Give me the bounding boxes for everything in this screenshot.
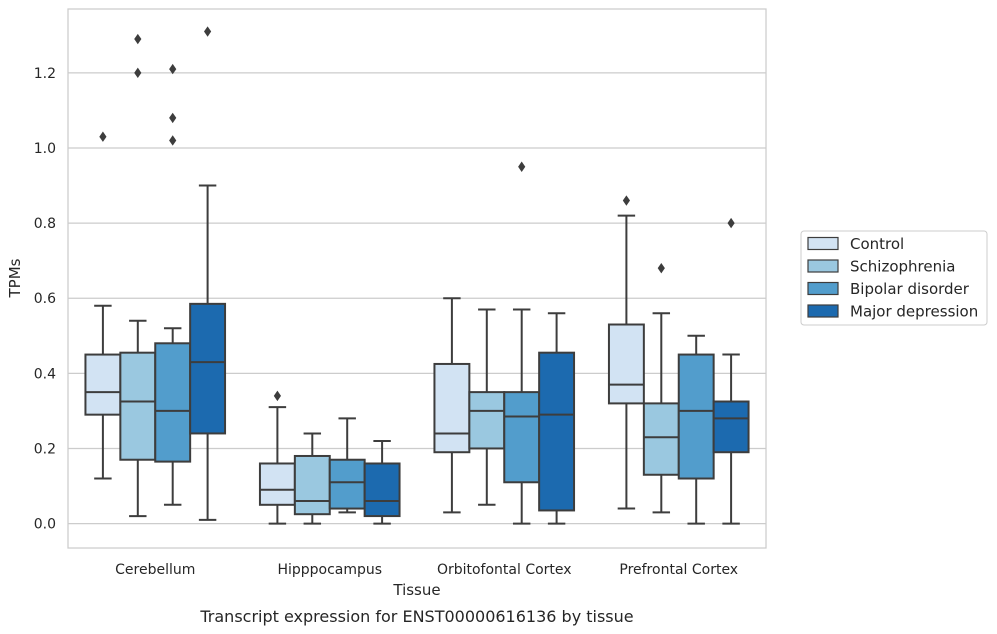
legend-entry: Schizophrenia xyxy=(807,258,955,276)
y-tick-label: 0.4 xyxy=(34,366,56,382)
outlier-marker xyxy=(169,112,177,124)
y-tick-labels: 0.0 0.2 0.4 0.6 0.8 1.0 1.2 xyxy=(34,66,56,533)
box-body xyxy=(258,462,296,506)
box xyxy=(538,312,576,525)
box-body xyxy=(328,458,366,510)
box xyxy=(363,439,401,525)
outlier-marker xyxy=(134,67,142,79)
box-body xyxy=(468,391,506,450)
legend-swatch xyxy=(807,259,839,273)
plot-frame xyxy=(67,8,767,549)
legend-label: Schizophrenia xyxy=(850,258,955,276)
x-tick-label: Prefrontal Cortex xyxy=(619,562,738,578)
box-layer xyxy=(84,26,750,525)
outlier-marker xyxy=(518,161,526,172)
box xyxy=(119,33,157,518)
box-body xyxy=(293,454,331,516)
box xyxy=(189,26,227,521)
box xyxy=(433,297,471,514)
x-tick-label: Hipppocampus xyxy=(277,562,382,578)
box-body xyxy=(433,362,471,454)
box-body xyxy=(642,402,680,476)
box xyxy=(607,195,645,510)
x-tick-labels: Cerebellum Hipppocampus Orbitofontal Corte… xyxy=(115,562,738,578)
box xyxy=(712,217,750,525)
outlier-marker xyxy=(727,217,735,229)
y-tick-label: 0.6 xyxy=(34,291,56,307)
outlier-marker xyxy=(99,131,107,142)
box-body xyxy=(677,353,715,480)
x-tick-label: Orbitofontal Cortex xyxy=(437,562,572,578)
y-tick-label: 1.0 xyxy=(34,141,56,157)
figure-caption: Transcript expression for ENST0000061613… xyxy=(199,607,633,626)
box-body xyxy=(538,351,576,512)
outlier-marker xyxy=(622,195,630,206)
y-tick-label: 0.0 xyxy=(34,517,56,533)
box xyxy=(258,390,296,525)
y-axis-label: TPMs xyxy=(6,258,24,298)
x-tick-label: Cerebellum xyxy=(115,562,195,578)
box xyxy=(642,262,680,514)
legend-entry: Control xyxy=(807,235,904,253)
outlier-marker xyxy=(204,26,212,37)
box xyxy=(468,308,506,506)
y-tick-label: 0.2 xyxy=(34,441,56,457)
outlier-marker xyxy=(657,262,665,274)
outlier-marker xyxy=(134,33,142,45)
legend-label: Control xyxy=(850,235,904,253)
box-body xyxy=(363,462,401,518)
legend-swatch xyxy=(807,304,839,318)
box-body xyxy=(84,353,122,416)
legend: Control Schizophrenia Bipolar disorder Majo… xyxy=(800,230,988,326)
legend-frame xyxy=(800,230,988,326)
box-body xyxy=(154,342,192,463)
outlier-marker xyxy=(169,135,177,146)
box-body xyxy=(607,323,645,405)
legend-entry: Bipolar disorder xyxy=(807,280,970,298)
x-axis-label: Tissue xyxy=(392,581,440,599)
box xyxy=(503,161,541,525)
y-tick-label: 0.8 xyxy=(34,216,56,232)
box-body xyxy=(712,400,750,454)
legend-entry: Major depression xyxy=(807,303,978,321)
legend-label: Major depression xyxy=(850,303,978,321)
y-tick-label: 1.2 xyxy=(34,66,56,82)
box xyxy=(293,432,331,525)
legend-entries: Control Schizophrenia Bipolar disorder Majo… xyxy=(807,235,978,321)
box-body xyxy=(189,302,227,435)
box-body xyxy=(119,351,157,461)
legend-swatch xyxy=(807,281,839,296)
outlier-marker xyxy=(273,390,281,402)
box-body xyxy=(503,391,541,484)
legend-label: Bipolar disorder xyxy=(850,280,970,298)
outlier-marker xyxy=(169,63,177,75)
legend-swatch xyxy=(807,236,839,251)
